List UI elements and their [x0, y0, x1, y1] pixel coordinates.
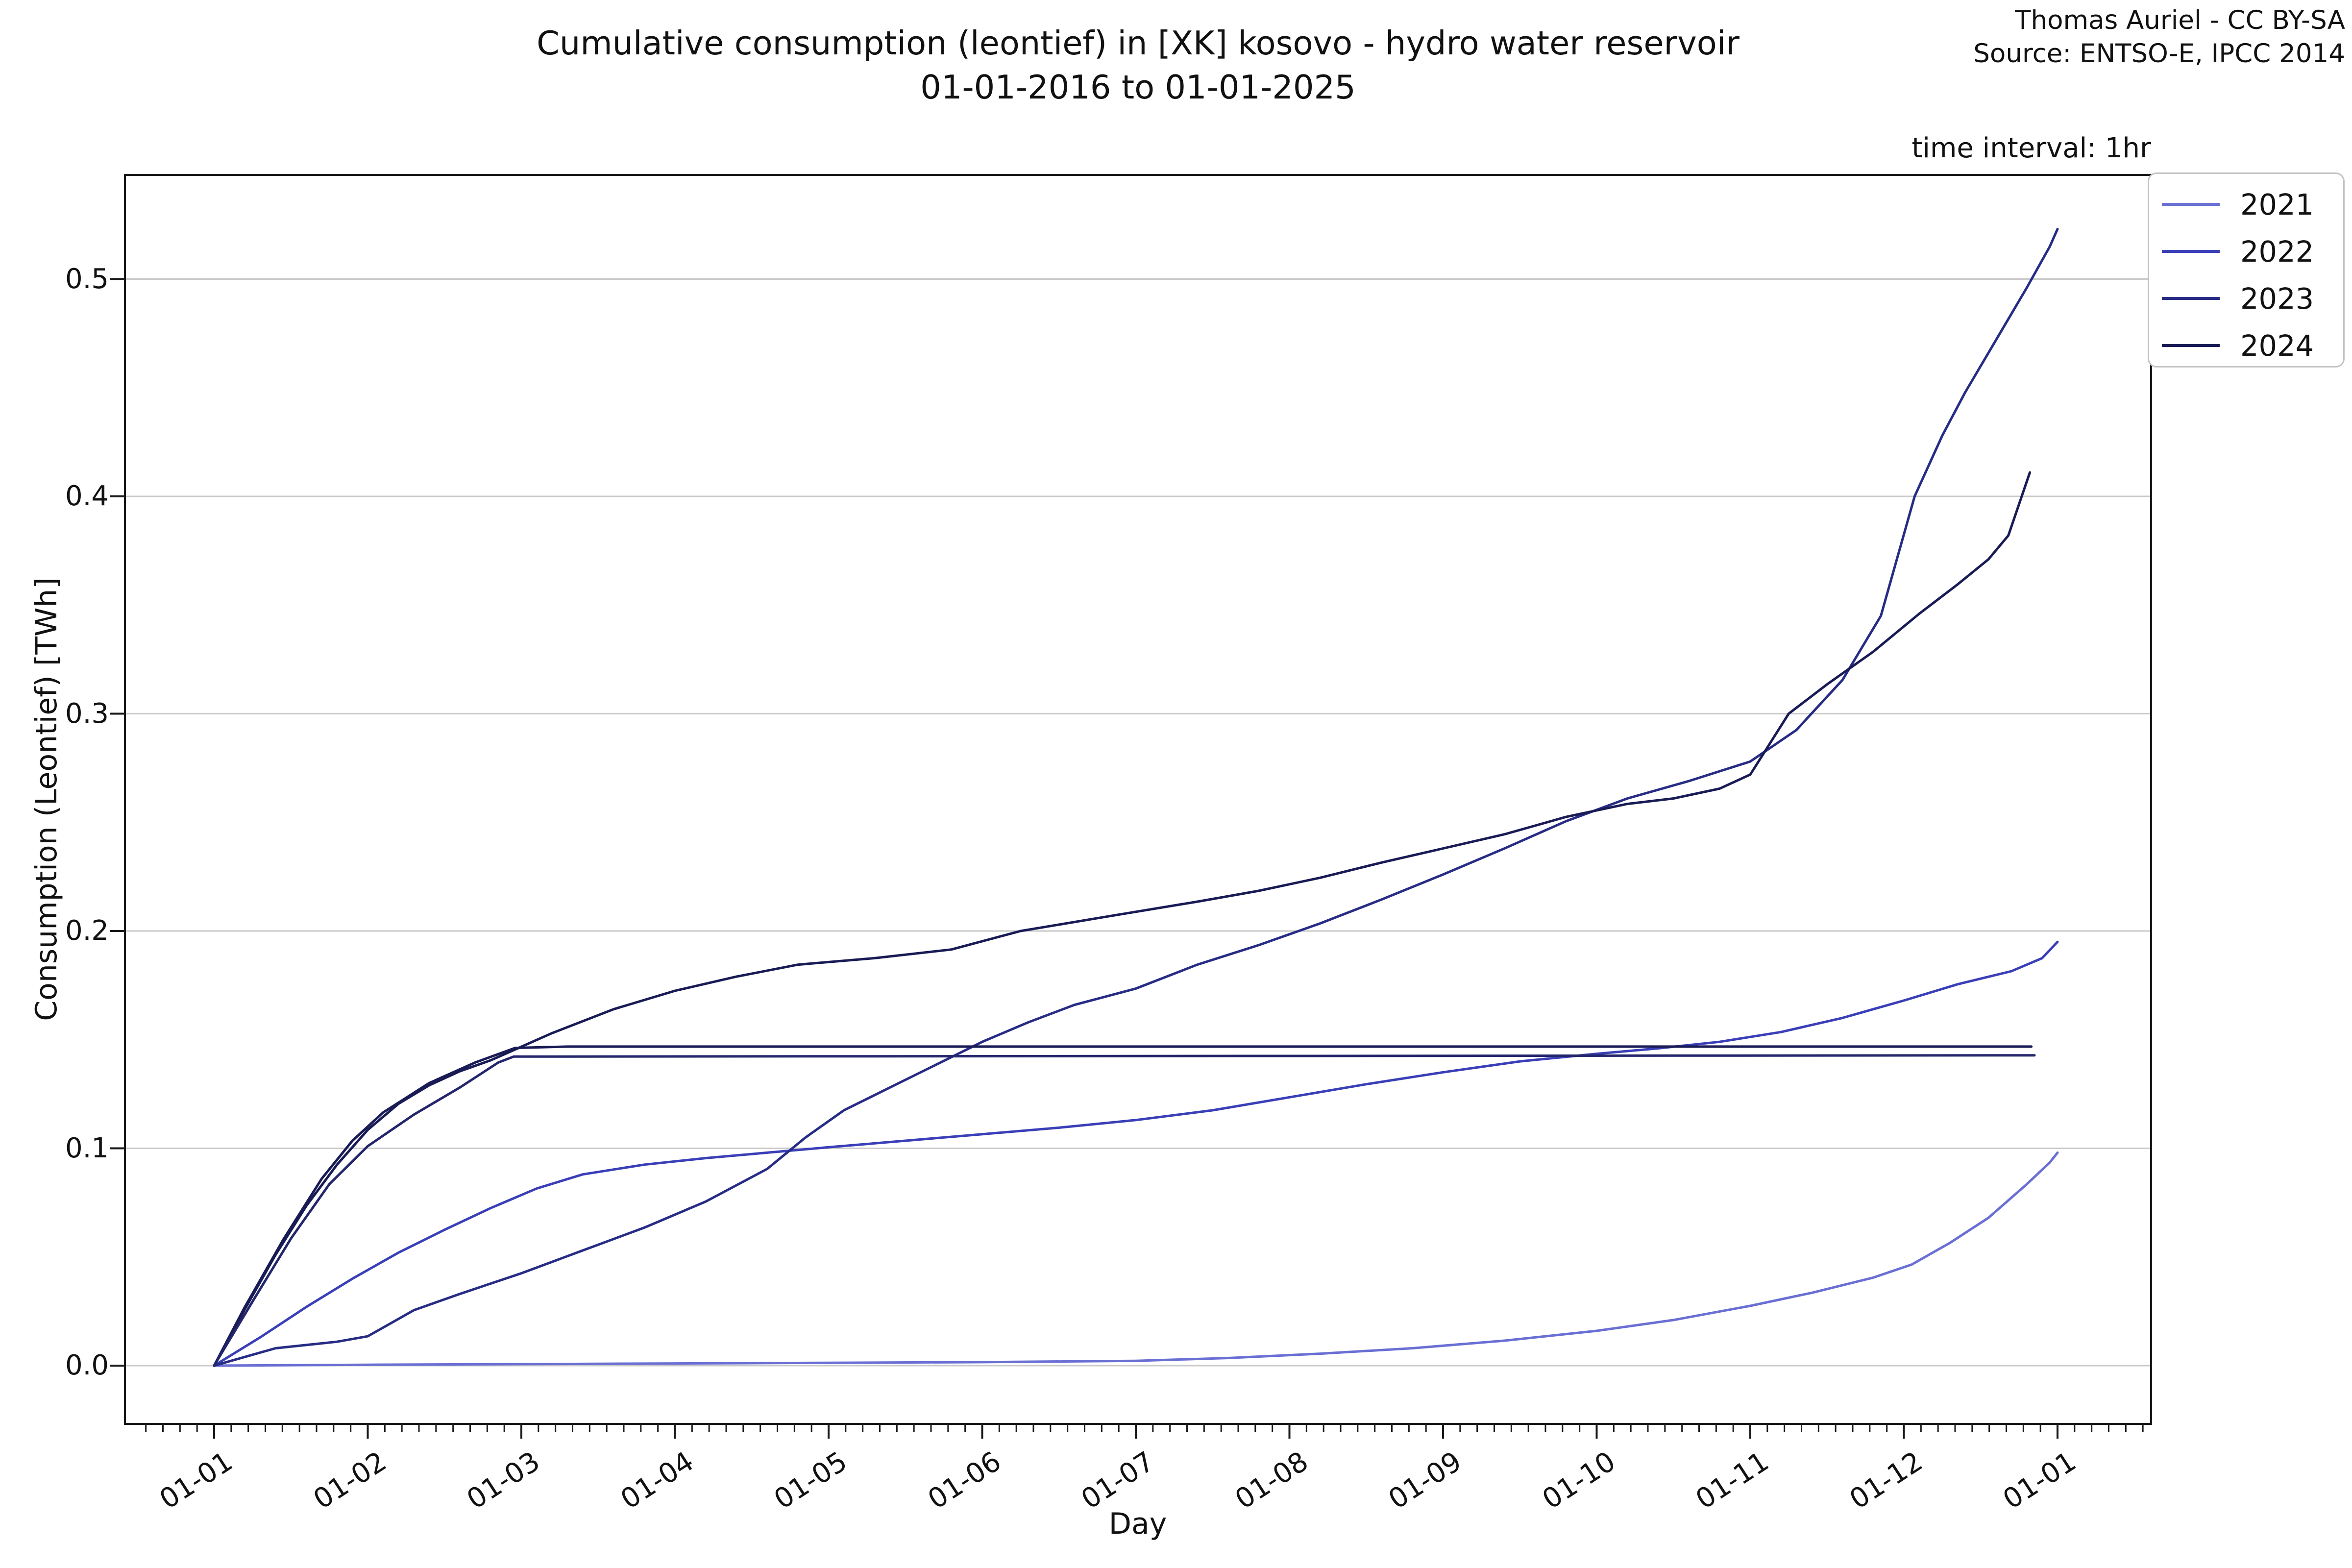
legend-swatch-2023 — [2162, 297, 2220, 300]
series-line-2024 — [213, 471, 2032, 1367]
flat-dark-line-upper — [213, 1045, 2033, 1367]
chart-title-line1: Cumulative consumption (leontief) in [XK… — [537, 24, 1740, 62]
attribution: Thomas Auriel - CC BY-SA Source: ENTSO-E… — [1973, 4, 2345, 71]
y-tick-label-0.2: 0.2 — [65, 915, 109, 947]
chart-title-line2: 01-01-2016 to 01-01-2025 — [920, 68, 1356, 106]
flat-dark-line-lower — [213, 1054, 2036, 1367]
y-tick-label-0.3: 0.3 — [65, 697, 109, 730]
series-line-2021 — [213, 1151, 2059, 1367]
legend-item-2022: 2022 — [2162, 228, 2343, 275]
y-tick-label-0.5: 0.5 — [65, 263, 109, 295]
legend-label-2024: 2024 — [2240, 328, 2314, 363]
legend-swatch-2024 — [2162, 344, 2220, 347]
y-tick-label-0.0: 0.0 — [65, 1349, 109, 1381]
legend-swatch-2022 — [2162, 250, 2220, 253]
chart-title: Cumulative consumption (leontief) in [XK… — [125, 22, 2151, 110]
legend-label-2023: 2023 — [2240, 281, 2314, 316]
series-line-2022 — [213, 940, 2059, 1367]
legend: 2021 2022 2023 2024 — [2148, 172, 2345, 368]
attribution-source: Source: ENTSO-E, IPCC 2014 — [1973, 38, 2345, 69]
legend-label-2022: 2022 — [2240, 234, 2314, 269]
legend-item-2021: 2021 — [2162, 181, 2343, 228]
y-tick-label-0.1: 0.1 — [65, 1132, 109, 1164]
legend-item-2023: 2023 — [2162, 275, 2343, 322]
y-tick-label-0.4: 0.4 — [65, 480, 109, 512]
legend-swatch-2021 — [2162, 203, 2220, 206]
time-interval-note: time interval: 1hr — [1911, 132, 2151, 164]
legend-item-2024: 2024 — [2162, 322, 2343, 369]
plot-border — [124, 174, 2152, 1425]
legend-label-2021: 2021 — [2240, 187, 2314, 221]
series-line-2023 — [213, 228, 2059, 1367]
attribution-author: Thomas Auriel - CC BY-SA — [2015, 5, 2345, 35]
x-axis-label: Day — [1108, 1507, 1167, 1541]
